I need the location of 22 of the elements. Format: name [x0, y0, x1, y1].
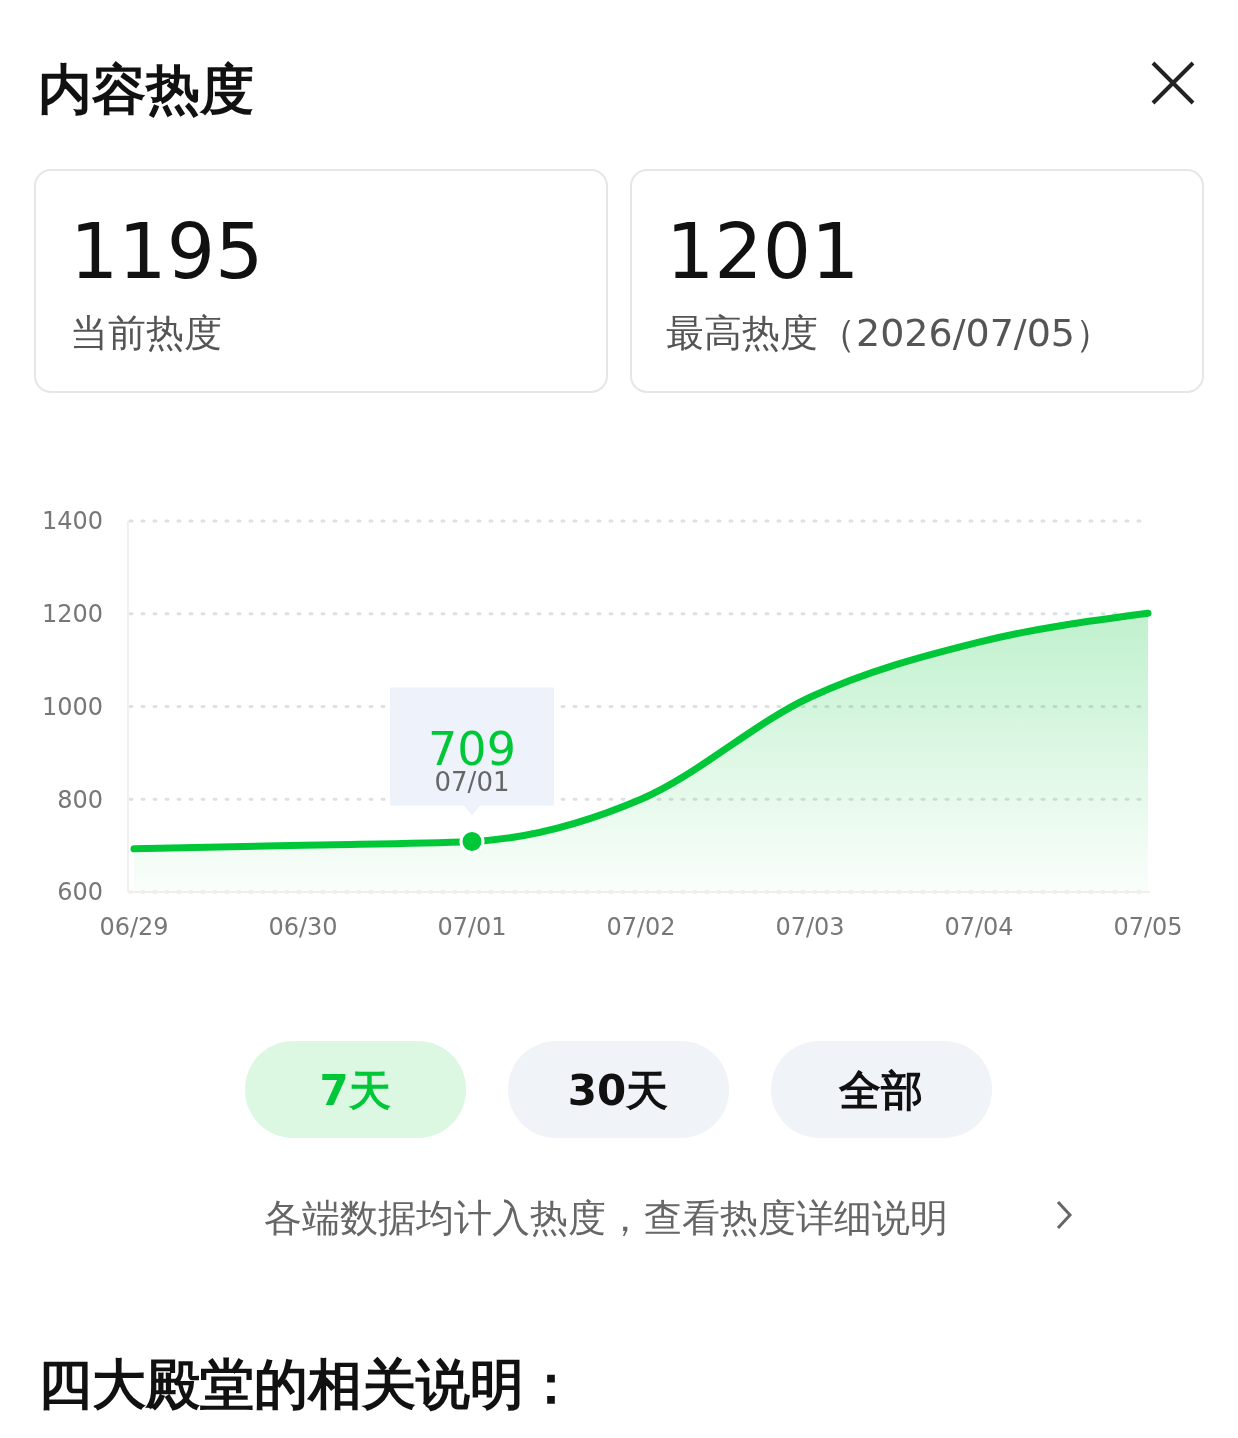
- x-tick-label: 06/30: [268, 913, 338, 941]
- text: 1201: [666, 207, 860, 296]
- y-tick-label: 600: [57, 878, 103, 907]
- text: 各端数据均计入热度，查看热度详细说明: [264, 1196, 948, 1240]
- text: 当前热度: [70, 311, 222, 355]
- x-tick-label: 07/03: [775, 913, 845, 941]
- x-tick-label: 07/04: [944, 913, 1014, 941]
- text: 全部: [838, 1066, 923, 1115]
- y-tick-label: 1000: [41, 692, 103, 721]
- text: 7天: [319, 1066, 391, 1115]
- y-tick-label: 800: [57, 785, 103, 814]
- x-tick-label: 07/01: [437, 913, 507, 941]
- text: 30天: [567, 1066, 669, 1115]
- y-tick-label: 1200: [41, 600, 103, 629]
- text: 四大殿堂的相关说明：: [38, 1353, 578, 1416]
- text: 1195: [70, 207, 264, 296]
- x-tick-label: 07/02: [606, 913, 676, 941]
- x-tick-label: 06/29: [99, 913, 169, 941]
- text: 最高热度（2026/07/05）: [666, 311, 1114, 355]
- chart-title: 内容热度: [38, 58, 254, 121]
- x-tick-label: 07/05: [1113, 913, 1183, 941]
- y-tick-label: 1400: [41, 507, 103, 536]
